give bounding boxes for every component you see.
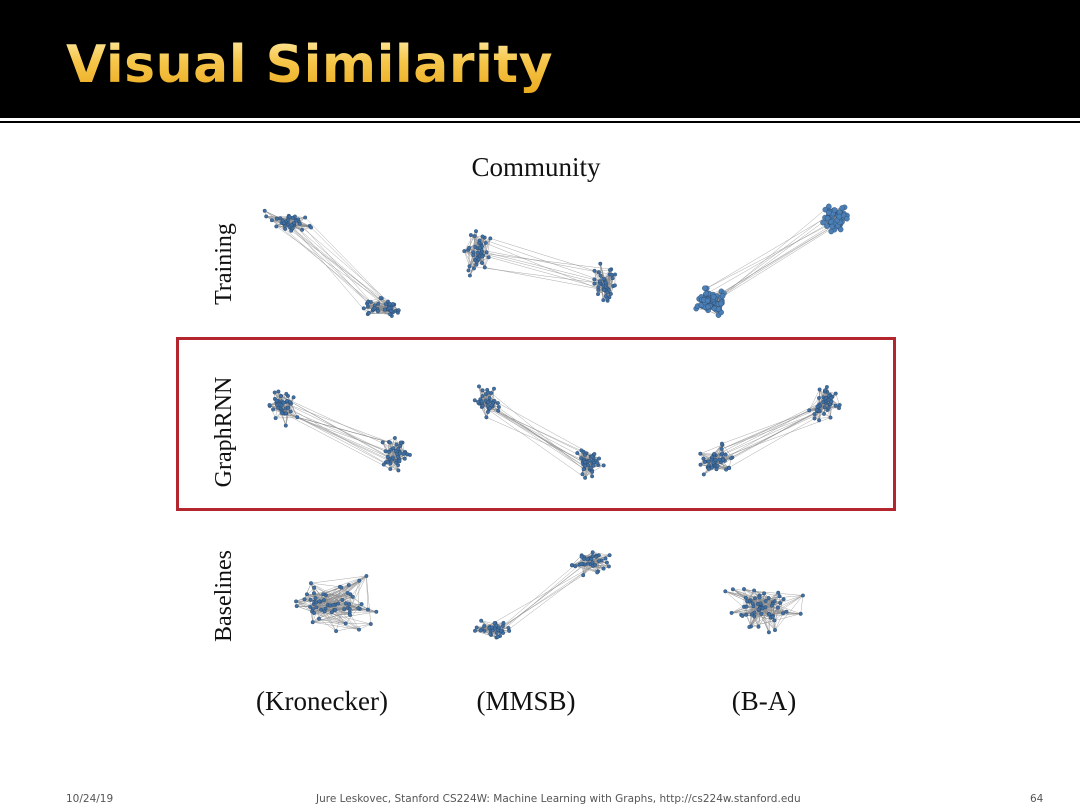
title-divider [0,118,1080,121]
graph-training-mmsb [462,229,618,303]
slide-title: Visual Similarity [66,30,553,100]
col-label-ba: (B-A) [731,686,797,716]
graph-graphrnn-kronecker [267,389,412,473]
graph-graphrnn-mmsb [472,384,606,480]
footer-date: 10/24/19 [66,793,114,805]
footer-credit: Jure Leskovec, Stanford CS224W: Machine … [316,793,801,805]
graph-baselines-ba [723,587,805,635]
title-bar: Visual Similarity [0,0,1080,118]
graph-training-ba [693,203,850,318]
footer-page: 64 [1030,793,1044,805]
graph-graphrnn-ba [698,385,842,477]
graph-baselines-kronecker [294,574,379,634]
graphrnn-highlight-box [176,337,896,511]
graph-training-kronecker [262,208,401,318]
figure-title: Community [471,152,601,182]
col-label-mmsb: (MMSB) [476,686,576,716]
col-label-kronecker: (Kronecker) [256,686,388,716]
graph-baselines-mmsb [473,550,612,640]
title-divider-shadow [0,121,1080,123]
